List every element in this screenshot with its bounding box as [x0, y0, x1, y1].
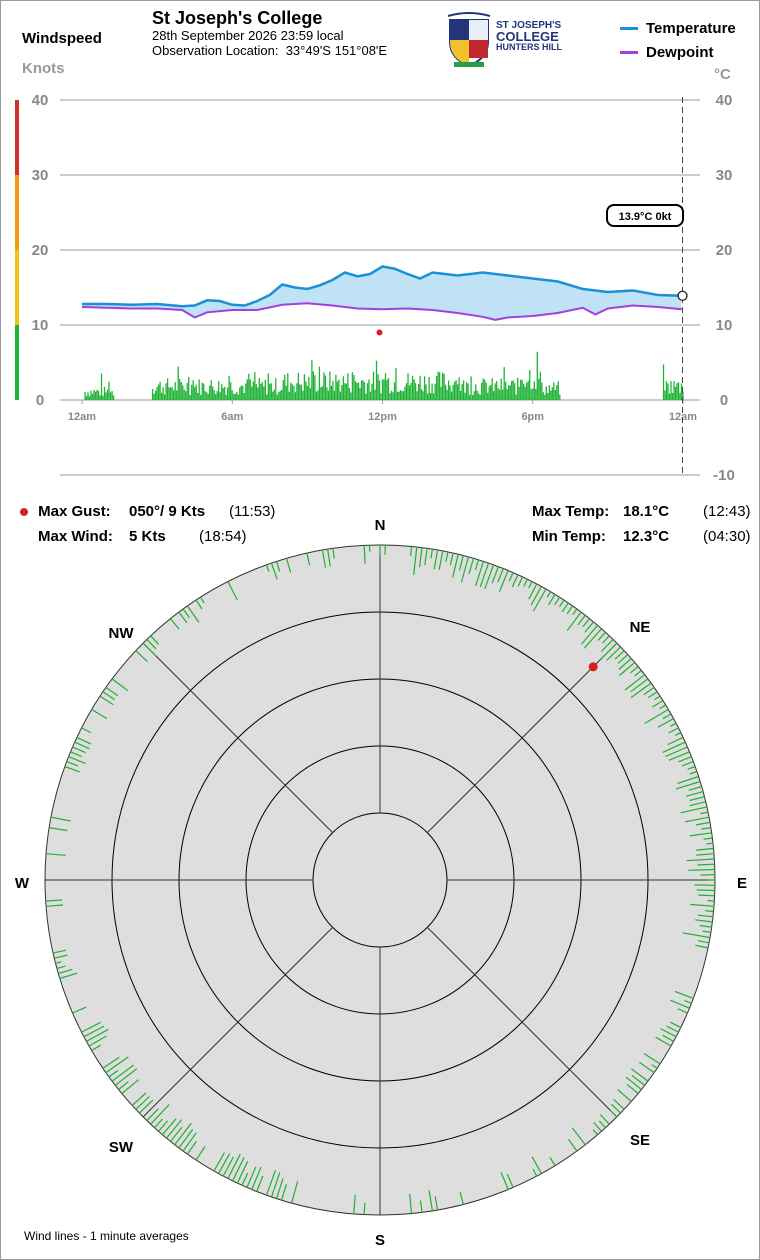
- max-gust-label: Max Gust:: [38, 503, 111, 520]
- crest-icon: [447, 12, 491, 68]
- wind-speed-bars: [84, 351, 684, 400]
- celsius-unit-label: °C: [714, 66, 731, 83]
- college-logo-text: ST JOSEPH'S COLLEGE HUNTERS HILL: [496, 20, 562, 53]
- max-temp-label: Max Temp:: [532, 503, 610, 520]
- windspeed-label: Windspeed: [22, 30, 102, 47]
- knots-unit-label: Knots: [22, 60, 65, 77]
- y-right-tick-label: -10: [713, 467, 735, 484]
- y-left-tick-label: 40: [32, 92, 49, 109]
- current-readout-text: 13.9°C 0kt: [619, 211, 672, 223]
- max-wind-value: 5 Kts: [129, 528, 166, 545]
- y-right-tick-label: 10: [716, 317, 733, 334]
- wind-average-lines: [45, 544, 716, 1215]
- obs-location-row: Observation Location: 33°49'S 151°08'E: [152, 43, 387, 58]
- y-right-tick-label: 0: [720, 392, 728, 409]
- y-left-tick-label: 0: [36, 392, 44, 409]
- y-right-tick-label: 30: [716, 167, 733, 184]
- compass-label-se: SE: [630, 1132, 650, 1149]
- speed-band-10: [15, 250, 19, 325]
- max-gust-marker-icon: [20, 508, 28, 517]
- max-gust-value: 050°/ 9 Kts: [129, 503, 206, 520]
- compass-label-sw: SW: [109, 1139, 134, 1156]
- y-left-tick-label: 30: [32, 167, 49, 184]
- x-tick-label: 12am: [68, 411, 96, 423]
- max-gust-marker: [376, 329, 383, 336]
- temp-dewpoint-fill: [82, 266, 682, 320]
- max-gust-time: (11:53): [229, 503, 276, 520]
- current-readout-box: [606, 204, 684, 227]
- dewpoint-line: [81, 302, 682, 321]
- chart-legend: Temperature Dewpoint: [620, 20, 736, 61]
- compass-max-gust-marker: [588, 662, 598, 672]
- min-temp-value: 12.3°C: [623, 528, 670, 545]
- wind-direction-compass: N NE E SE S SW W NW: [15, 517, 747, 1249]
- obs-datetime: 28th September 2026 23:59 local: [152, 28, 344, 43]
- current-temp-marker: [677, 290, 688, 301]
- y-right-tick-label: 20: [716, 242, 733, 259]
- legend-label-dewpoint: Dewpoint: [646, 44, 714, 61]
- obs-location-label: Observation Location:: [152, 43, 279, 58]
- windspeed-temperature-chart: 0 10 20 30 40 -10 0 10 20 30 40 12am 6am 12pm 6pm 12am 1…: [15, 92, 735, 484]
- max-gust-row: Max Gust:: [20, 503, 111, 520]
- compass-label-e: E: [737, 875, 747, 892]
- legend-swatch-temperature: [620, 27, 638, 30]
- max-temp-value: 18.1°C: [623, 503, 670, 520]
- direction-spoke: [427, 927, 618, 1118]
- x-tick-label: 6pm: [521, 411, 544, 423]
- site-title: St Joseph's College: [152, 8, 323, 28]
- logo-line-1: ST JOSEPH'S: [496, 20, 562, 31]
- direction-spoke: [142, 927, 333, 1118]
- max-wind-time: (18:54): [199, 528, 247, 545]
- speed-band-0: [15, 325, 19, 400]
- y-left-tick-label: 20: [32, 242, 49, 259]
- footnote: Wind lines - 1 minute averages: [24, 1229, 189, 1243]
- max-temp-time: (12:43): [703, 503, 751, 520]
- compass-label-w: W: [15, 875, 30, 892]
- y-left-tick-label: 10: [32, 317, 49, 334]
- temperature-line: [82, 265, 682, 308]
- speed-band-30: [15, 100, 19, 175]
- legend-swatch-dewpoint: [620, 51, 638, 54]
- logo-line-2: COLLEGE: [496, 29, 559, 44]
- min-temp-time: (04:30): [703, 528, 751, 545]
- x-tick-label: 12pm: [368, 411, 397, 423]
- compass-label-n: N: [375, 517, 386, 534]
- x-tick-label: 6am: [221, 411, 243, 423]
- obs-location-value: 33°49'S 151°08'E: [285, 43, 388, 58]
- speed-band-20: [15, 175, 19, 250]
- direction-spoke: [142, 642, 333, 833]
- compass-label-ne: NE: [630, 619, 651, 636]
- min-temp-label: Min Temp:: [532, 528, 606, 545]
- compass-label-s: S: [375, 1232, 385, 1249]
- x-tick-label: 12am: [669, 411, 697, 423]
- legend-label-temperature: Temperature: [646, 20, 736, 37]
- logo-line-3: HUNTERS HILL: [496, 42, 562, 52]
- max-wind-label: Max Wind:: [38, 528, 113, 545]
- y-right-tick-label: 40: [716, 92, 733, 109]
- legend-item-dewpoint: Dewpoint: [620, 44, 736, 61]
- compass-label-nw: NW: [109, 625, 135, 642]
- college-logo: ST JOSEPH'S COLLEGE HUNTERS HILL: [446, 12, 566, 68]
- direction-spoke: [427, 642, 618, 833]
- legend-item-temperature: Temperature: [620, 20, 736, 37]
